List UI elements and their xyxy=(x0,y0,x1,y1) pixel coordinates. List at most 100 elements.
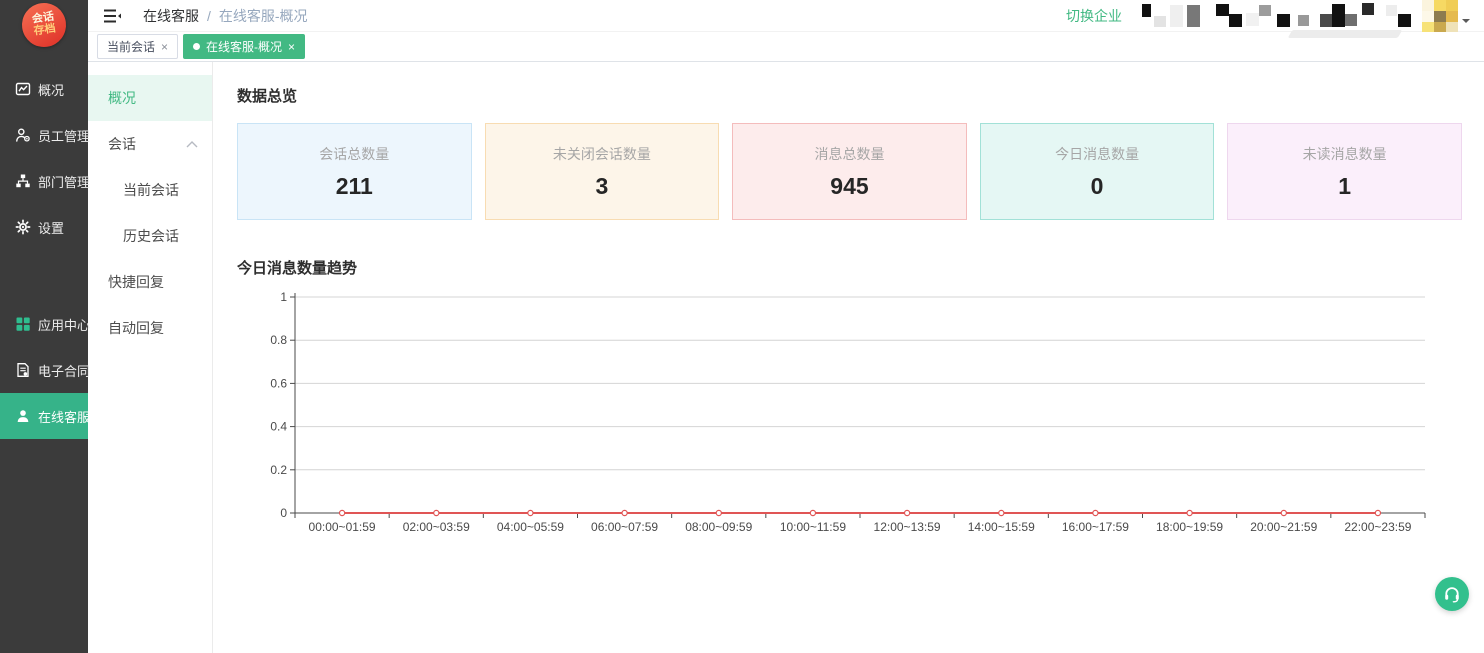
sidebar-item-1[interactable]: 员工管理 xyxy=(0,112,91,158)
submenu-item-2[interactable]: 当前会话 xyxy=(88,167,212,213)
svg-text:02:00~03:59: 02:00~03:59 xyxy=(403,520,470,534)
submenu-item-label: 概况 xyxy=(108,90,136,106)
view-tab-0[interactable]: 当前会话 × xyxy=(97,34,179,59)
main-content: 数据总览 会话总数量 211 未关闭会话数量 3 消息总数量 945 今日消息数量 0 未读消息… xyxy=(213,62,1484,653)
trend-chart: 0 0.2 0.4 0.6 0.8 1 00:00~01:59 02:00~03:59 04:0… xyxy=(237,287,1462,547)
sidebar-item-0[interactable]: 概况 xyxy=(0,66,88,112)
sidebar-item-label: 电子合同 xyxy=(38,363,91,379)
main-nav: 概况员工管理部门管理设置应用中心电子合同在线客服 xyxy=(0,47,91,439)
breadcrumb-separator: / xyxy=(207,7,211,24)
stat-card-value: 945 xyxy=(830,172,869,199)
customer-service-button[interactable] xyxy=(1435,577,1469,611)
breadcrumb-current: 在线客服-概况 xyxy=(218,7,308,24)
stat-card-value: 3 xyxy=(595,172,609,199)
avatar[interactable] xyxy=(1422,0,1458,33)
submenu-item-5[interactable]: 自动回复 xyxy=(88,305,212,351)
tab-close-icon[interactable]: × xyxy=(288,39,296,54)
sidebar-item-3[interactable]: 设置 xyxy=(0,204,88,250)
sidebar-item-label: 员工管理 xyxy=(38,128,91,144)
lower-area: 概况会话当前会话历史会话快捷回复自动回复 数据总览 会话总数量 211 未关闭会话数… xyxy=(88,62,1484,653)
headset-icon xyxy=(1445,587,1459,603)
overview-title: 数据总览 xyxy=(237,88,298,105)
submenu-item-4[interactable]: 快捷回复 xyxy=(88,259,212,305)
active-tab-dot xyxy=(193,43,201,50)
trend-chart-canvas: 0 0.2 0.4 0.6 0.8 1 00:00~01:59 02:00~03:59 04:0… xyxy=(270,290,1426,534)
menu-fold-icon[interactable] xyxy=(103,8,121,24)
sidebar-item-label: 设置 xyxy=(38,220,65,236)
svg-text:16:00~17:59: 16:00~17:59 xyxy=(1062,520,1129,534)
sidebar-item-6[interactable]: 在线客服 xyxy=(0,393,91,439)
top-bar: 在线客服 / 在线客服-概况 切换企业 xyxy=(88,0,1484,38)
svg-text:18:00~19:59: 18:00~19:59 xyxy=(1156,520,1223,534)
department-icon xyxy=(16,174,30,188)
submenu-item-3[interactable]: 历史会话 xyxy=(88,213,212,259)
stat-card-3: 今日消息数量 0 xyxy=(979,123,1215,220)
svg-text:04:00~05:59: 04:00~05:59 xyxy=(497,520,564,534)
submenu-item-label: 当前会话 xyxy=(123,182,179,198)
submenu-item-0[interactable]: 概况 xyxy=(88,75,212,121)
view-tab-1[interactable]: 在线客服-概况 × xyxy=(183,34,306,59)
stat-card-4: 未读消息数量 1 xyxy=(1227,123,1462,220)
stat-card-1: 未关闭会话数量 3 xyxy=(484,123,720,220)
main-sidebar: 会话 存档 概况员工管理部门管理设置应用中心电子合同在线客服 xyxy=(0,0,91,653)
sidebar-item-label: 概况 xyxy=(38,82,65,98)
tab-close-icon[interactable]: × xyxy=(161,39,169,54)
user-menu-caret-icon xyxy=(1462,18,1470,27)
redacted-company-name xyxy=(1140,1,1412,38)
svg-text:10:00~11:59: 10:00~11:59 xyxy=(780,520,847,534)
app-logo[interactable]: 会话 存档 xyxy=(19,0,69,50)
svg-text:0.6: 0.6 xyxy=(270,376,287,390)
stat-card-value: 211 xyxy=(335,172,373,199)
sub-sidebar: 概况会话当前会话历史会话快捷回复自动回复 xyxy=(88,62,213,653)
submenu-item-label: 会话 xyxy=(108,136,136,152)
trend-chart-title: 今日消息数量趋势 xyxy=(237,260,358,277)
svg-text:0.8: 0.8 xyxy=(270,333,287,347)
stat-card-0: 会话总数量 211 xyxy=(237,123,472,220)
svg-text:0.2: 0.2 xyxy=(270,463,287,477)
tags-bar: 当前会话 × 在线客服-概况 × xyxy=(88,32,1484,62)
settings-gear-icon xyxy=(15,219,31,235)
svg-text:22:00~23:59: 22:00~23:59 xyxy=(1344,520,1411,534)
staff-icon xyxy=(16,128,30,142)
sidebar-item-label: 部门管理 xyxy=(38,174,91,190)
stat-card-label: 今日消息数量 xyxy=(1055,145,1140,162)
tab-label: 在线客服-概况 xyxy=(206,40,283,54)
svg-text:0: 0 xyxy=(280,506,287,520)
sidebar-item-label: 在线客服 xyxy=(38,409,91,425)
stat-card-label: 未读消息数量 xyxy=(1302,145,1387,162)
overview-chart-icon xyxy=(15,82,31,96)
switch-company-link[interactable]: 切换企业 xyxy=(1066,7,1122,24)
submenu-item-label: 快捷回复 xyxy=(108,274,164,290)
svg-text:0.4: 0.4 xyxy=(270,420,287,434)
stat-card-label: 未关闭会话数量 xyxy=(552,145,651,162)
topbar-right: 切换企业 xyxy=(1066,0,1470,38)
svg-text:14:00~15:59: 14:00~15:59 xyxy=(968,520,1035,534)
sidebar-item-label: 应用中心 xyxy=(38,317,91,333)
svg-text:08:00~09:59: 08:00~09:59 xyxy=(685,520,752,534)
logo-text-line2: 存档 xyxy=(32,22,57,38)
svg-text:12:00~13:59: 12:00~13:59 xyxy=(874,520,941,534)
tab-label: 当前会话 xyxy=(107,40,156,54)
e-contract-icon xyxy=(17,363,29,377)
sidebar-item-4[interactable]: 应用中心 xyxy=(0,301,91,347)
stat-cards: 会话总数量 211 未关闭会话数量 3 消息总数量 945 今日消息数量 0 未读消息数量 1 xyxy=(237,123,1462,220)
breadcrumb: 在线客服 / 在线客服-概况 xyxy=(143,6,308,26)
svg-text:20:00~21:59: 20:00~21:59 xyxy=(1250,520,1317,534)
chevron-up-icon xyxy=(186,140,198,147)
right-column: 在线客服 / 在线客服-概况 切换企业 xyxy=(88,0,1484,653)
svg-text:1: 1 xyxy=(280,290,287,304)
sidebar-item-5[interactable]: 电子合同 xyxy=(0,347,91,393)
svg-text:00:00~01:59: 00:00~01:59 xyxy=(309,520,376,534)
submenu-item-label: 自动回复 xyxy=(108,320,164,336)
user-menu[interactable] xyxy=(1422,0,1470,33)
online-service-icon xyxy=(17,410,29,422)
stat-card-value: 0 xyxy=(1090,172,1104,199)
sidebar-item-2[interactable]: 部门管理 xyxy=(0,158,91,204)
stat-card-label: 会话总数量 xyxy=(319,145,390,162)
app-center-icon xyxy=(16,317,30,331)
breadcrumb-root[interactable]: 在线客服 xyxy=(143,7,199,24)
submenu-item-1[interactable]: 会话 xyxy=(88,121,212,167)
svg-text:06:00~07:59: 06:00~07:59 xyxy=(591,520,658,534)
stat-card-2: 消息总数量 945 xyxy=(732,123,967,220)
